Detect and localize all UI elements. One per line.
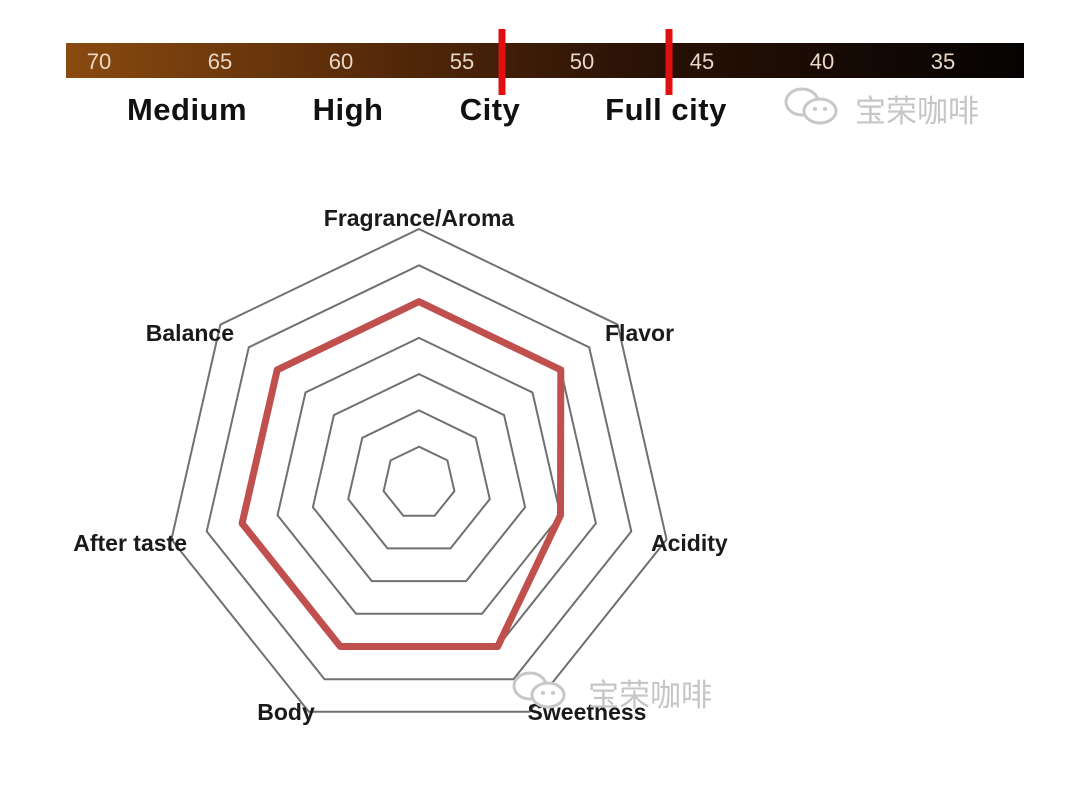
wechat-logo-icon bbox=[784, 87, 838, 125]
roast-level-medium: Medium bbox=[126, 92, 248, 127]
roast-marker-city bbox=[498, 29, 506, 95]
roast-level-city: City bbox=[459, 92, 521, 127]
scale-tick-label: 55 bbox=[449, 49, 475, 74]
radar-grid-ring bbox=[170, 227, 668, 713]
radar-axis-label: Acidity bbox=[651, 530, 728, 556]
radar-axis-label: After taste bbox=[73, 530, 187, 556]
roast-marker-full-city bbox=[665, 29, 673, 95]
radar-grid-ring bbox=[382, 445, 456, 517]
roast-level-high: High bbox=[312, 92, 384, 127]
radar-axis-label: Flavor bbox=[605, 320, 674, 346]
radar-grid-ring bbox=[347, 409, 491, 550]
scale-tick-label: 40 bbox=[809, 49, 835, 74]
scale-tick-label: 65 bbox=[207, 49, 233, 74]
wechat-logo-icon bbox=[512, 671, 566, 709]
roast-level-full-city: Full city bbox=[605, 92, 727, 127]
scale-tick-label: 60 bbox=[328, 49, 354, 74]
scale-tick-label: 50 bbox=[569, 49, 595, 74]
scale-tick-label: 45 bbox=[689, 49, 715, 74]
radar-grid-ring bbox=[205, 264, 633, 681]
radar-grid-ring bbox=[311, 372, 527, 583]
scale-tick-label: 35 bbox=[930, 49, 956, 74]
scale-tick-label: 70 bbox=[86, 49, 112, 74]
radar-grid-ring bbox=[276, 336, 562, 615]
radar-chart: Fragrance/AromaFlavorAciditySweetnessBod… bbox=[73, 205, 728, 725]
radar-axis-label: Body bbox=[257, 699, 315, 725]
radar-axis-label: Balance bbox=[146, 320, 234, 346]
radar-axis-label: Fragrance/Aroma bbox=[324, 205, 515, 231]
roast-degree-bar bbox=[66, 43, 1024, 78]
radar-series-line bbox=[238, 298, 565, 650]
watermark-text: 宝荣咖啡 bbox=[855, 94, 979, 130]
watermark-text: 宝荣咖啡 bbox=[588, 678, 712, 714]
